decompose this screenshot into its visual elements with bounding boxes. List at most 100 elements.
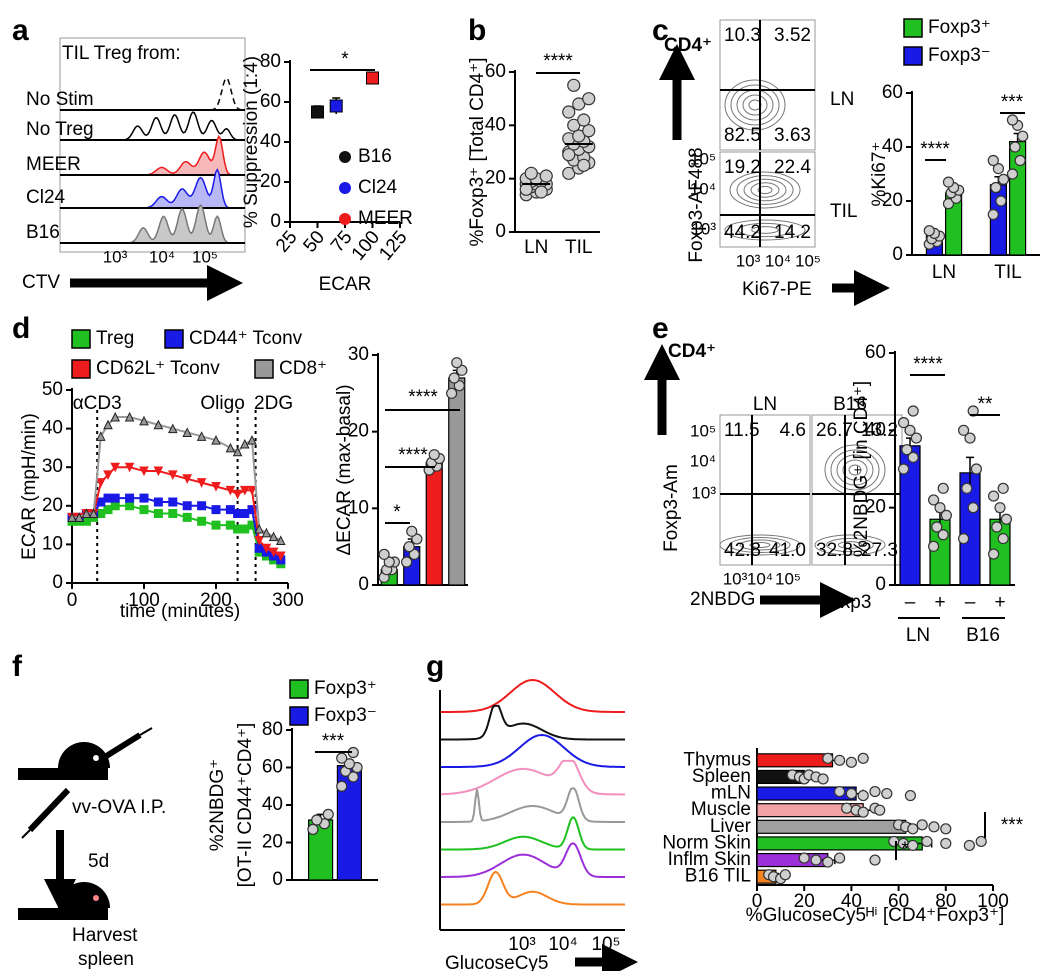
- data-point: [833, 852, 846, 864]
- mouse-body: [18, 768, 108, 780]
- data-point: [567, 78, 581, 92]
- significance: ***: [322, 731, 345, 752]
- series-marker: [153, 419, 164, 430]
- y-tick-label: 60: [260, 91, 281, 112]
- data-point: [428, 449, 440, 461]
- series-marker: [153, 509, 163, 519]
- flow-contour: [757, 185, 773, 195]
- flow-tick-label: 10⁴: [548, 934, 577, 955]
- data-point: [822, 856, 834, 868]
- data-point: [916, 819, 928, 831]
- data-point: [907, 405, 919, 417]
- x-tick-label: 0: [67, 590, 78, 611]
- data-point: [1009, 141, 1021, 153]
- legend-marker: [339, 213, 351, 225]
- series-marker: [254, 536, 265, 546]
- data-point: [994, 502, 1006, 514]
- legend-label: Foxp3⁻: [928, 45, 991, 66]
- quadrant-value: 82.5: [724, 125, 761, 146]
- y-tick-label: 30: [348, 344, 369, 365]
- x-axis-label: ECAR: [319, 274, 372, 295]
- series-line: [72, 497, 282, 561]
- flow-contour: [719, 534, 801, 556]
- flow-tick-label: 10⁵: [192, 247, 218, 266]
- quadrant-value: 27.3: [861, 540, 898, 561]
- data-point: [907, 839, 919, 852]
- flow-axis-label: Ki67-PE: [742, 279, 812, 300]
- quadrant-value: 13.2: [861, 420, 898, 441]
- data-point: [572, 97, 586, 111]
- series-marker: [182, 427, 193, 437]
- data-point: [1014, 154, 1026, 167]
- event-label: αCD3: [73, 393, 122, 414]
- flow-axis-label: Foxp3-AF488: [686, 147, 707, 262]
- series-line: [72, 416, 282, 542]
- significance: ***: [1001, 815, 1024, 836]
- flow-histogram: [440, 787, 625, 823]
- significance: ****: [398, 445, 428, 466]
- y-tick-label: 20: [42, 495, 63, 516]
- data-point: [990, 181, 1002, 194]
- panel-letter: g: [426, 650, 444, 683]
- flow-plot-label: TIL: [830, 201, 857, 222]
- y-tick-label: 60: [262, 757, 283, 778]
- flow-axis-label: Foxp3-Am: [661, 464, 682, 552]
- data-point: [329, 99, 343, 113]
- y-tick-label: 50: [42, 379, 63, 400]
- data-point: [907, 451, 919, 463]
- significance: **: [978, 394, 993, 415]
- legend-label: Foxp3⁺: [314, 678, 377, 699]
- x-tick-label: +: [994, 592, 1005, 613]
- data-point: [833, 754, 846, 766]
- data-point: [907, 823, 919, 835]
- panel-letter: a: [12, 14, 29, 47]
- flow-histogram: [440, 816, 625, 851]
- series-marker: [275, 551, 286, 562]
- y-tick-label: 40: [262, 794, 283, 815]
- series-marker: [182, 474, 193, 484]
- series-marker: [124, 462, 135, 473]
- series-marker: [239, 438, 250, 449]
- data-point: [307, 823, 319, 835]
- x-tick-label: 60: [888, 891, 909, 912]
- data-point: [779, 869, 791, 881]
- series-marker: [110, 462, 121, 473]
- quadrant-value: 44.2: [724, 222, 761, 243]
- flow-frame: [719, 414, 811, 566]
- flow-plot-label: LN: [830, 89, 854, 110]
- series-marker: [95, 478, 106, 488]
- syringe-plunger: [139, 727, 153, 736]
- bar: [756, 819, 907, 834]
- data-point: [997, 482, 1009, 494]
- series-marker: [196, 478, 207, 488]
- data-point: [897, 463, 910, 475]
- significance: *: [393, 502, 401, 523]
- syringe: [27, 787, 71, 833]
- series-marker: [103, 419, 113, 430]
- axis-label: %2NBDG⁺ [in CD4⁺]: [851, 381, 872, 557]
- axis-label: %Foxp3⁺ [Total CD4⁺]: [467, 57, 488, 246]
- y-tick-label: 40: [485, 114, 506, 135]
- data-point: [995, 195, 1007, 207]
- data-point: [347, 771, 359, 783]
- flow-contour: [836, 454, 874, 486]
- flow-tick-label: 10⁴: [690, 179, 716, 198]
- data-point: [572, 129, 586, 143]
- quadrant-value: 41.0: [769, 540, 806, 561]
- quadrant-value: 10.3: [724, 25, 761, 46]
- data-point: [927, 494, 940, 506]
- flow-contour: [750, 182, 780, 198]
- y-tick-label: 60: [485, 61, 506, 82]
- series-marker: [110, 411, 121, 422]
- legend-label: Foxp3⁺: [928, 17, 991, 38]
- x-tick-label: 20: [794, 891, 815, 912]
- axis-label: %Ki67⁺: [869, 142, 890, 207]
- series-marker: [197, 516, 207, 526]
- data-point: [987, 208, 999, 221]
- flow-contour: [814, 534, 886, 556]
- data-point: [857, 806, 869, 818]
- series-marker: [268, 531, 279, 542]
- flow-plot-label: LN: [753, 394, 777, 415]
- data-point: [841, 802, 853, 814]
